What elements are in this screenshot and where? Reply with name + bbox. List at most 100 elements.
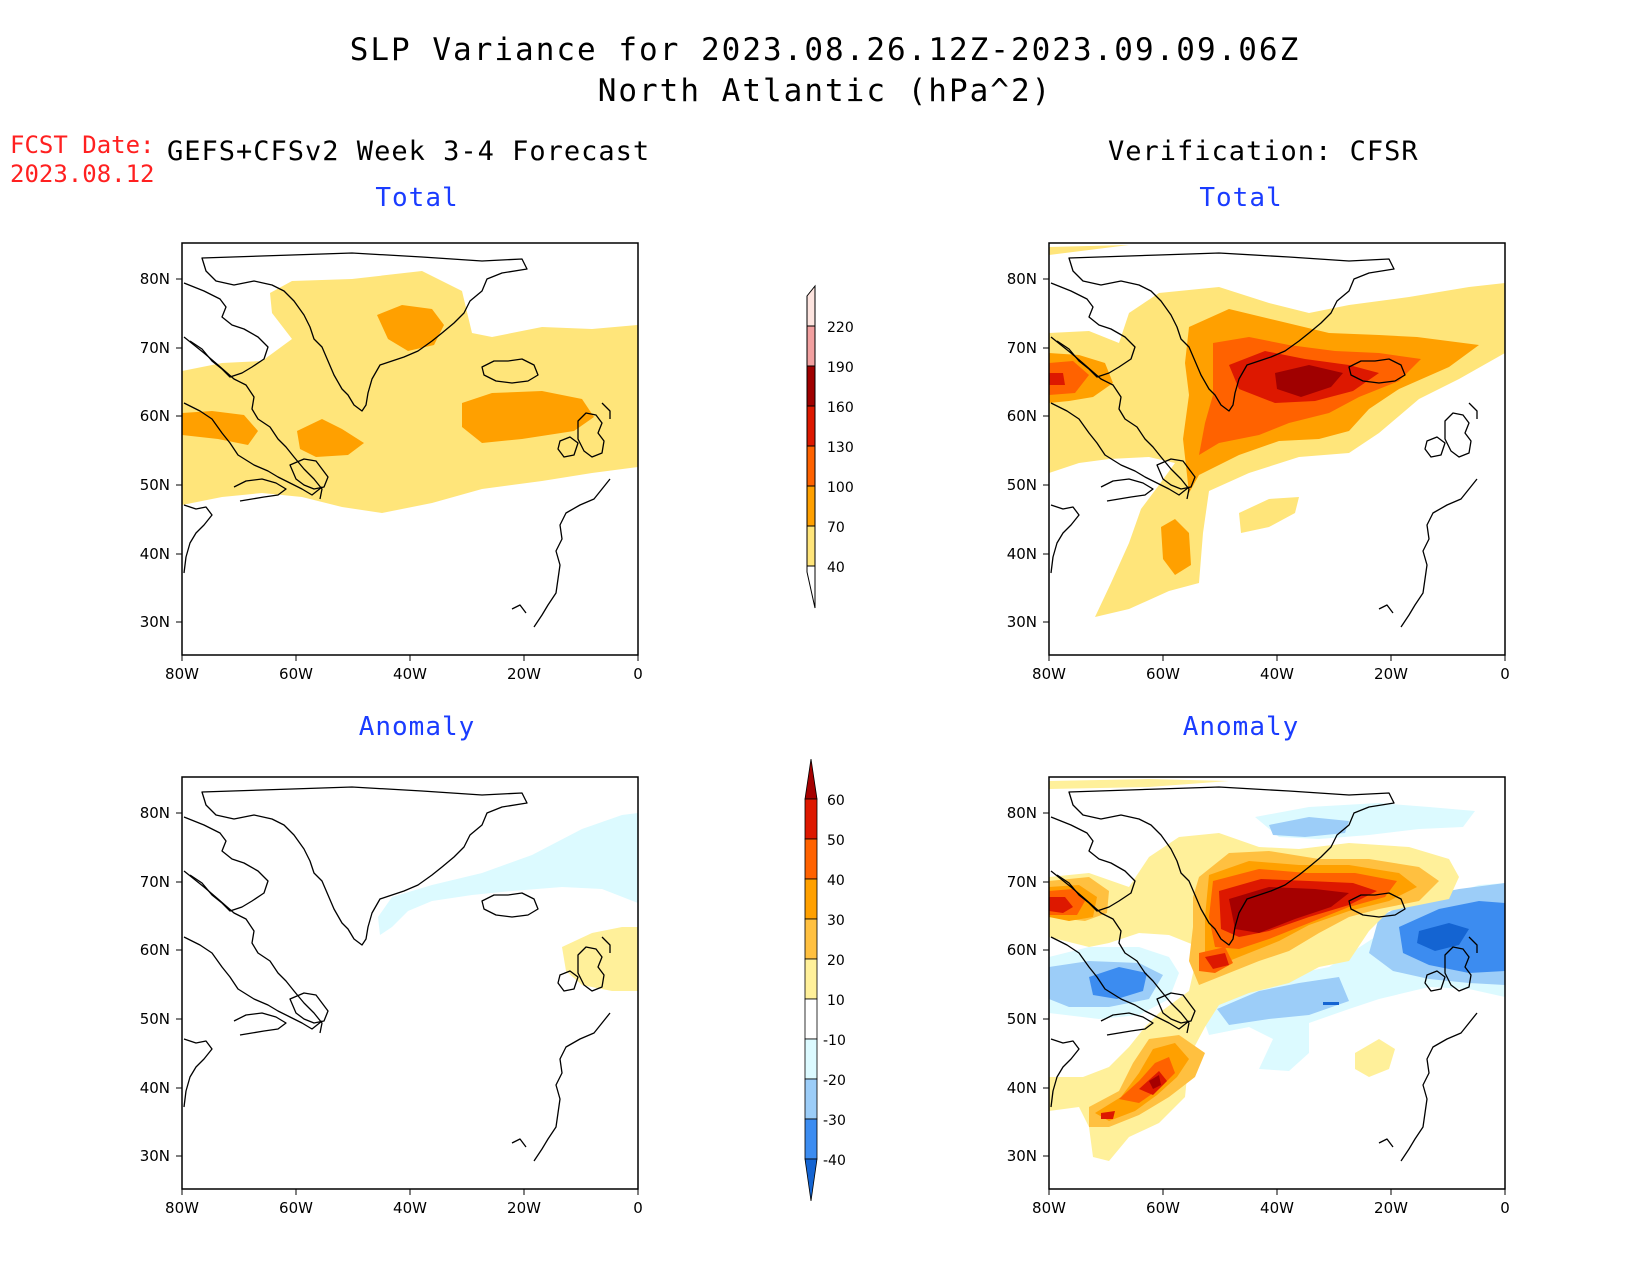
cb-anom-bottom-arrow: [804, 1158, 818, 1202]
lon-tick-80W: 80W: [165, 1199, 199, 1214]
figure-title-line2: North Atlantic (hPa^2): [597, 73, 1053, 109]
lat-tick-60N: 60N: [1007, 941, 1037, 959]
lon-tick-60W: 60W: [279, 1199, 313, 1214]
lat-tick-80N: 80N: [1007, 804, 1037, 822]
cb-anom-label-20: 20: [827, 953, 845, 969]
lon-tick-20W: 20W: [507, 665, 541, 680]
cb-total-seg-40-70: [806, 525, 816, 567]
forecast-anomaly-subtitle: Anomaly: [358, 712, 476, 742]
cb-total-top-arrow: [806, 284, 816, 327]
lon-tick-60W: 60W: [1146, 665, 1180, 680]
lon-tick-40W: 40W: [393, 665, 427, 680]
forecast-total-subtitle: Total: [375, 183, 459, 213]
verification-total-subtitle: Total: [1199, 183, 1283, 213]
lat-tick-70N: 70N: [1007, 873, 1037, 891]
cb-total-bottom-arrow: [806, 565, 816, 609]
lon-axis-ticks: 80W 60W 40W 20W 0: [165, 665, 643, 680]
cb-total-label-70: 70: [827, 520, 845, 536]
lat-tick-60N: 60N: [140, 407, 170, 425]
lon-tick-20W: 20W: [507, 1199, 541, 1214]
lon-tick-0: 0: [633, 665, 643, 680]
cb-total-seg-190-220: [806, 325, 816, 367]
figure-title-line1: SLP Variance for 2023.08.26.12Z-2023.09.…: [349, 32, 1301, 68]
lon-tick-60W: 60W: [279, 665, 313, 680]
lon-tick-20W: 20W: [1374, 1199, 1408, 1214]
cb-anom-label-neg10: -10: [823, 1033, 846, 1049]
cb-anom-label-30: 30: [827, 913, 845, 929]
lat-tick-40N: 40N: [1007, 545, 1037, 563]
lat-axis-ticks: 80N 70N 60N 50N 40N 30N: [140, 270, 170, 631]
lat-tick-80N: 80N: [140, 804, 170, 822]
lat-tick-40N: 40N: [140, 545, 170, 563]
forecast-anomaly-map: 80W 60W 40W 20W 0 80N 70N 60N 50N 40N 30…: [140, 776, 643, 1214]
cb-anom-label-neg30: -30: [823, 1113, 846, 1129]
cb-anom-seg-50-60: [804, 798, 818, 840]
lat-tick-30N: 30N: [140, 1147, 170, 1165]
lon-tick-20W: 20W: [1374, 665, 1408, 680]
cb-anom-label-neg40: -40: [823, 1153, 846, 1169]
cb-total-label-220: 220: [827, 320, 854, 336]
lon-tick-40W: 40W: [1260, 1199, 1294, 1214]
lon-tick-80W: 80W: [1032, 1199, 1066, 1214]
lat-tick-80N: 80N: [1007, 270, 1037, 288]
cb-anom-label-neg20: -20: [823, 1073, 846, 1089]
forecast-total-shading: [182, 271, 638, 513]
cb-anom-label-60: 60: [827, 793, 845, 809]
cb-total-label-100: 100: [827, 480, 854, 496]
verification-anomaly-subtitle: Anomaly: [1182, 712, 1300, 742]
lat-tick-40N: 40N: [140, 1079, 170, 1097]
lat-tick-50N: 50N: [1007, 476, 1037, 494]
lon-tick-80W: 80W: [165, 665, 199, 680]
lon-tick-0: 0: [1500, 1199, 1510, 1214]
cb-anom-seg-neutral: [804, 998, 818, 1040]
verification-total-shading: [1049, 245, 1505, 617]
total-colorbar: 220 190 160 130 100 70 40: [806, 284, 854, 609]
cb-anom-seg-neg10-neg20: [804, 1038, 818, 1080]
forecast-total-map: 80W 60W 40W 20W 0 80N 70N 60N 50N 40N 30…: [140, 242, 643, 680]
cb-anom-seg-10-20: [804, 958, 818, 1000]
lat-tick-50N: 50N: [140, 476, 170, 494]
cb-anom-top-arrow: [804, 758, 818, 800]
right-column-title: Verification: CFSR: [1108, 136, 1419, 167]
forecast-anomaly-shading: [378, 813, 638, 991]
lon-tick-40W: 40W: [393, 1199, 427, 1214]
cb-total-label-130: 130: [827, 440, 854, 456]
lon-tick-60W: 60W: [1146, 1199, 1180, 1214]
verification-anomaly-map: 80W 60W 40W 20W 0 80N 70N 60N 50N 40N 30…: [1007, 776, 1510, 1214]
cb-total-label-190: 190: [827, 360, 854, 376]
fcst-date-value: 2023.08.12: [10, 160, 155, 188]
lon-tick-40W: 40W: [1260, 665, 1294, 680]
cb-anom-seg-20-30: [804, 918, 818, 960]
lat-tick-80N: 80N: [140, 270, 170, 288]
lat-tick-70N: 70N: [140, 339, 170, 357]
lat-tick-40N: 40N: [1007, 1079, 1037, 1097]
verification-total-map: 80W 60W 40W 20W 0 80N 70N 60N 50N 40N 30…: [1007, 242, 1510, 680]
lat-tick-30N: 30N: [1007, 1147, 1037, 1165]
fcst-date-label: FCST Date:: [10, 131, 155, 159]
lat-tick-30N: 30N: [1007, 613, 1037, 631]
cb-anom-label-40: 40: [827, 873, 845, 889]
lon-tick-80W: 80W: [1032, 665, 1066, 680]
lat-tick-50N: 50N: [140, 1010, 170, 1028]
anomaly-colorbar: 60 50 40 30 20 10 -10 -20 -30 -40: [804, 758, 846, 1202]
lat-tick-70N: 70N: [1007, 339, 1037, 357]
cb-anom-label-50: 50: [827, 833, 845, 849]
cb-total-seg-70-100: [806, 485, 816, 527]
cb-total-seg-160-190: [806, 365, 816, 407]
cb-anom-seg-30-40: [804, 878, 818, 920]
lon-tick-0: 0: [1500, 665, 1510, 680]
lat-tick-30N: 30N: [140, 613, 170, 631]
cb-total-seg-130-160: [806, 405, 816, 447]
verification-anomaly-shading: [1049, 779, 1505, 1161]
lat-tick-60N: 60N: [140, 941, 170, 959]
cb-anom-seg-neg20-neg30: [804, 1078, 818, 1120]
cb-total-label-40: 40: [827, 560, 845, 576]
cb-total-seg-100-130: [806, 445, 816, 487]
lat-tick-50N: 50N: [1007, 1010, 1037, 1028]
cb-anom-seg-neg30-neg40: [804, 1118, 818, 1160]
lon-tick-0: 0: [633, 1199, 643, 1214]
cb-anom-seg-40-50: [804, 838, 818, 880]
lat-tick-60N: 60N: [1007, 407, 1037, 425]
cb-anom-label-10: 10: [827, 993, 845, 1009]
cb-total-label-160: 160: [827, 400, 854, 416]
